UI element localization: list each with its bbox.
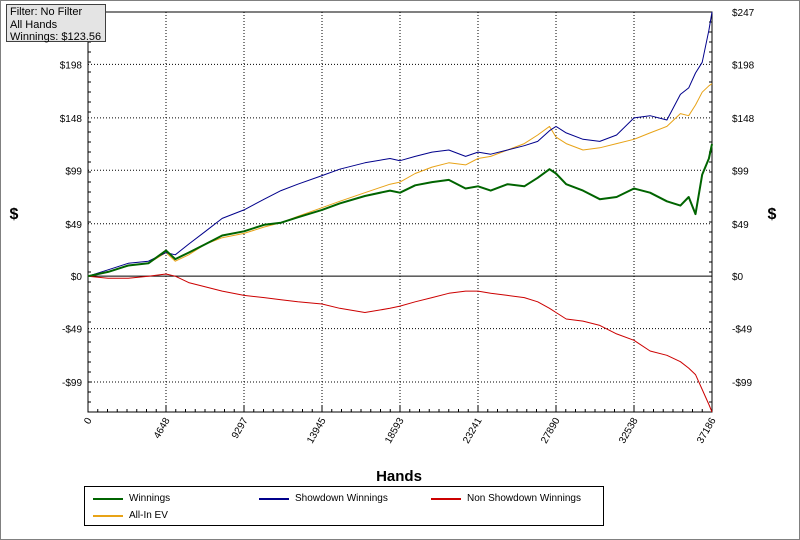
y-tick-label-right: $0: [732, 272, 744, 283]
legend-item-all-in-ev: All-In EV: [93, 510, 168, 521]
x-tick-label: 18593: [383, 416, 407, 446]
y-tick-label-right: -$99: [732, 378, 752, 389]
series-winnings: [87, 143, 713, 278]
x-tick-label: 23241: [461, 416, 485, 446]
series-showdown-winnings: [87, 11, 713, 277]
hands-label: All Hands: [10, 18, 58, 31]
y-tick-label-right: $49: [732, 220, 749, 231]
y-tick-label-right: $198: [732, 60, 755, 71]
filter-label: Filter: No Filter: [10, 6, 83, 18]
legend-item-showdown: Showdown Winnings: [259, 493, 388, 504]
y-tick-label-right: $99: [732, 166, 749, 177]
y-tick-label-left: $198: [60, 60, 83, 71]
legend-label-winnings: Winnings: [129, 493, 171, 504]
x-tick-label: 27890: [539, 416, 563, 446]
legend-label-showdown: Showdown Winnings: [295, 493, 388, 504]
x-tick-label: 13945: [305, 416, 329, 446]
y-tick-label-left: $148: [60, 114, 83, 125]
winnings-label: Winnings: $123.56: [10, 31, 102, 43]
grid-layer: [88, 12, 712, 412]
y-tick-label-left: $99: [65, 166, 82, 177]
legend-swatch-winnings: [93, 497, 123, 500]
y-tick-label-left: -$99: [62, 378, 82, 389]
legend: Winnings Showdown Winnings Non Showdown …: [84, 486, 604, 526]
legend-item-non-showdown: Non Showdown Winnings: [431, 493, 581, 504]
legend-swatch-showdown: [259, 497, 289, 500]
legend-label-non-showdown: Non Showdown Winnings: [467, 493, 581, 504]
y-axis-title-right: $: [768, 206, 777, 223]
legend-swatch-all-in-ev: [93, 514, 123, 517]
x-tick-label: 4648: [152, 416, 173, 441]
y-tick-label-left: $49: [65, 220, 82, 231]
filter-info-box: Filter: No Filter All Hands Winnings: $1…: [6, 4, 106, 43]
axes-layer: 0 4648 9297 13945 18593 23241 27890 32538 37186 $…: [60, 8, 755, 446]
series-non-showdown-winnings: [87, 273, 713, 413]
x-axis-title: Hands: [376, 468, 422, 485]
x-tick-label: 37186: [695, 416, 719, 446]
x-tick-label: 9297: [230, 416, 251, 441]
y-tick-label-left: -$49: [62, 325, 82, 336]
y-tick-label-right: $148: [732, 114, 755, 125]
x-tick-label: 32538: [617, 416, 641, 446]
y-tick-label-right: $247: [732, 8, 755, 19]
y-axis-title-left: $: [10, 206, 19, 223]
legend-swatch-non-showdown: [431, 497, 461, 500]
series-layer: [87, 11, 713, 413]
legend-item-winnings: Winnings: [93, 493, 170, 504]
y-tick-label-right: -$49: [732, 325, 752, 336]
series-all-in-ev: [87, 83, 713, 277]
y-tick-label-left: $0: [71, 272, 83, 283]
legend-label-all-in-ev: All-In EV: [129, 510, 168, 521]
x-tick-label: 0: [82, 416, 95, 427]
